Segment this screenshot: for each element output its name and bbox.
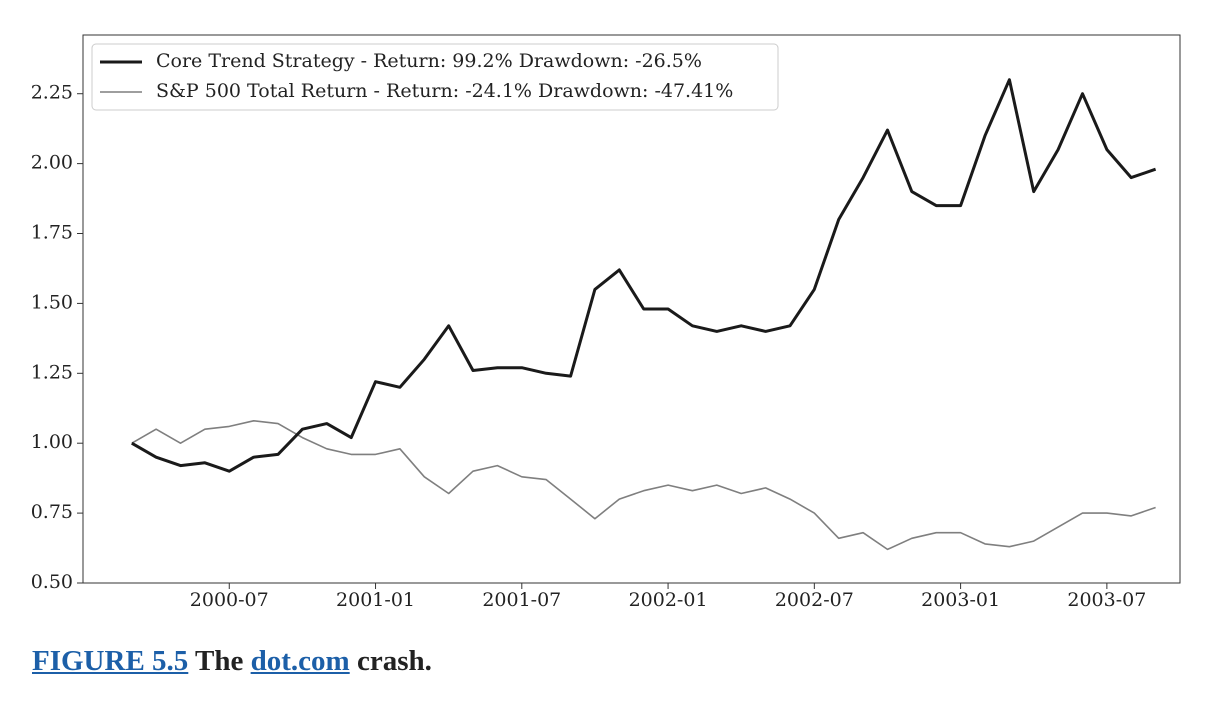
y-tick-label: 2.00 [31, 152, 73, 174]
series-line [131, 78, 1157, 473]
plot-frame [82, 34, 1181, 584]
legend-box [91, 43, 779, 111]
caption-text: The [195, 645, 244, 677]
caption-link[interactable]: dot.com [250, 645, 350, 677]
x-tick-label: 2003-01 [921, 589, 1000, 611]
y-tick-label: 1.25 [31, 361, 73, 383]
x-tick-label: 2002-07 [775, 589, 854, 611]
figure-link[interactable]: FIGURE 5.5 [32, 645, 189, 677]
caption: FIGURE 5.5 The dot.com crash. [32, 645, 432, 678]
y-tick-label: 2.25 [31, 82, 73, 104]
x-tick-label: 2001-01 [336, 589, 415, 611]
x-tick-label: 2001-07 [482, 589, 561, 611]
x-tick-label: 2000-07 [190, 589, 269, 611]
y-tick-label: 1.75 [31, 222, 73, 244]
legend-label: Core Trend Strategy - Return: 99.2% Draw… [156, 50, 702, 72]
chart: 0.50 0.75 1.00 1.25 1.50 1.75 2.00 2.25 2000-07 2… [31, 34, 1181, 611]
y-tick-label: 1.50 [31, 291, 73, 313]
y-tick-label: 1.00 [31, 431, 73, 453]
x-tick-label: 2003-07 [1067, 589, 1146, 611]
lines [131, 78, 1157, 551]
series-line [131, 420, 1156, 551]
legend-label: S&P 500 Total Return - Return: -24.1% Dr… [156, 80, 733, 102]
y-tick-label: 0.75 [31, 501, 73, 523]
caption-text: crash. [356, 645, 432, 677]
x-tick-label: 2002-01 [629, 589, 708, 611]
y-tick-label: 0.50 [31, 571, 73, 593]
